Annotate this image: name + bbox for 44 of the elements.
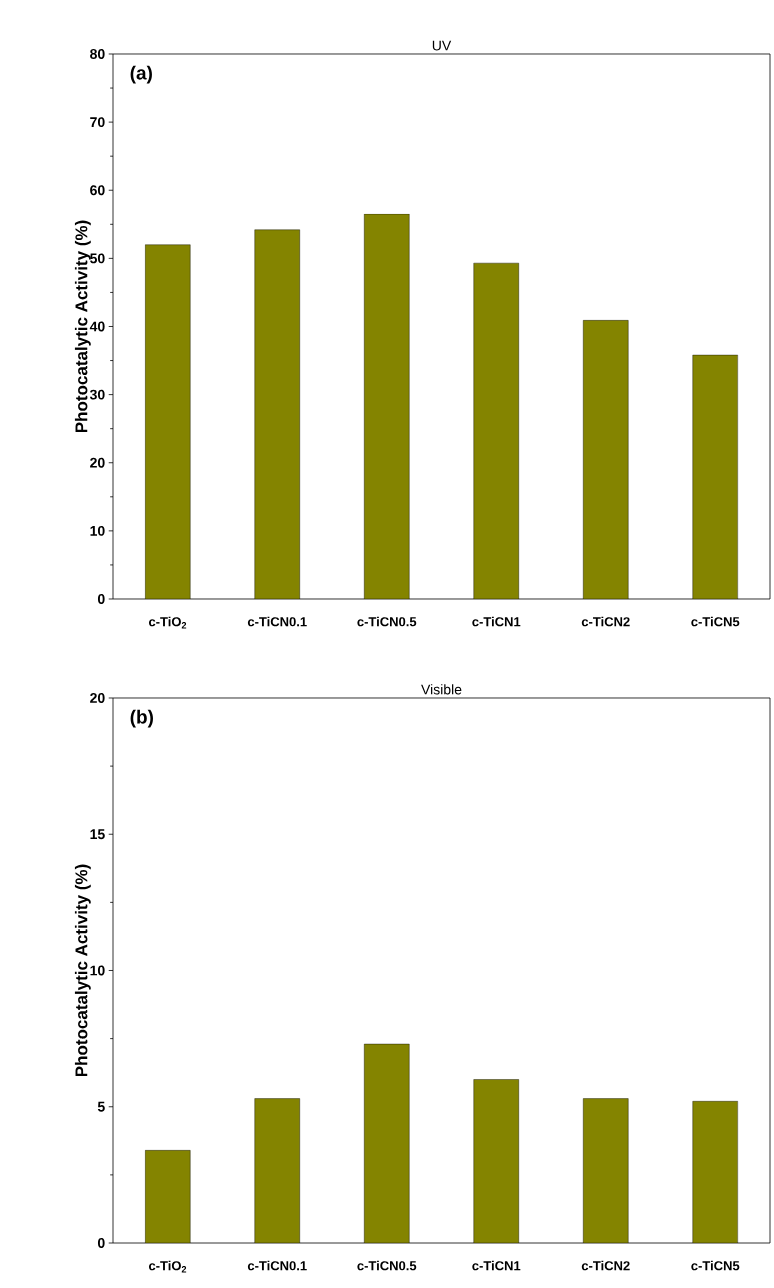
y-tick-label: 10	[90, 525, 105, 536]
x-tick-label: c-TiCN2	[581, 616, 630, 627]
bar	[583, 1098, 629, 1243]
x-tick-label: c-TiCN1	[472, 1260, 521, 1271]
x-tick-label: c-TiCN0.1	[247, 616, 307, 627]
y-tick-label: 50	[90, 253, 105, 264]
x-tick-label: c-TiCN0.1	[247, 1260, 307, 1271]
x-tick-label: c-TiO$_{2}$	[148, 616, 187, 629]
bar	[254, 229, 300, 599]
y-tick-label: 20	[90, 457, 105, 468]
y-tick-label: 5	[97, 1101, 105, 1112]
y-tick-label: 80	[90, 49, 105, 59]
y-tick-label: 0	[97, 1238, 105, 1248]
y-tick-label: 20	[90, 693, 105, 703]
y-axis-title: Photocatalytic Activity (%)	[74, 864, 91, 1077]
chart-title: UV	[432, 40, 452, 51]
bar	[254, 1098, 300, 1243]
bar	[145, 1150, 191, 1243]
y-tick-label: 40	[89, 321, 105, 332]
x-tick-label: c-TiCN5	[691, 616, 740, 627]
y-tick-label: 70	[90, 117, 105, 128]
x-tick-label: c-TiCN1	[472, 616, 521, 627]
x-tick-label: c-TiCN5	[691, 1260, 740, 1271]
bar	[473, 262, 519, 599]
x-tick-label: c-TiO$_{2}$	[148, 1260, 187, 1273]
y-tick-label: 15	[90, 829, 105, 840]
bar	[145, 244, 191, 599]
annotation: (a)	[130, 65, 152, 84]
bar	[364, 1043, 410, 1243]
chart-title: Visible	[421, 684, 462, 695]
bar	[473, 1079, 519, 1243]
y-tick-label: 30	[89, 389, 105, 400]
x-tick-label: c-TiCN0.5	[357, 1260, 417, 1271]
bar	[692, 354, 738, 599]
y-tick-label: 60	[90, 185, 105, 196]
bar	[364, 213, 410, 599]
bar	[692, 1101, 738, 1243]
y-axis-title: Photocatalytic Activity (%)	[74, 220, 91, 433]
annotation: (b)	[130, 709, 153, 728]
y-tick-label: 0	[97, 594, 105, 604]
x-tick-label: c-TiCN0.5	[357, 616, 417, 627]
x-tick-label: c-TiCN2	[581, 1260, 630, 1271]
bar	[583, 320, 629, 599]
y-tick-label: 10	[90, 965, 105, 976]
